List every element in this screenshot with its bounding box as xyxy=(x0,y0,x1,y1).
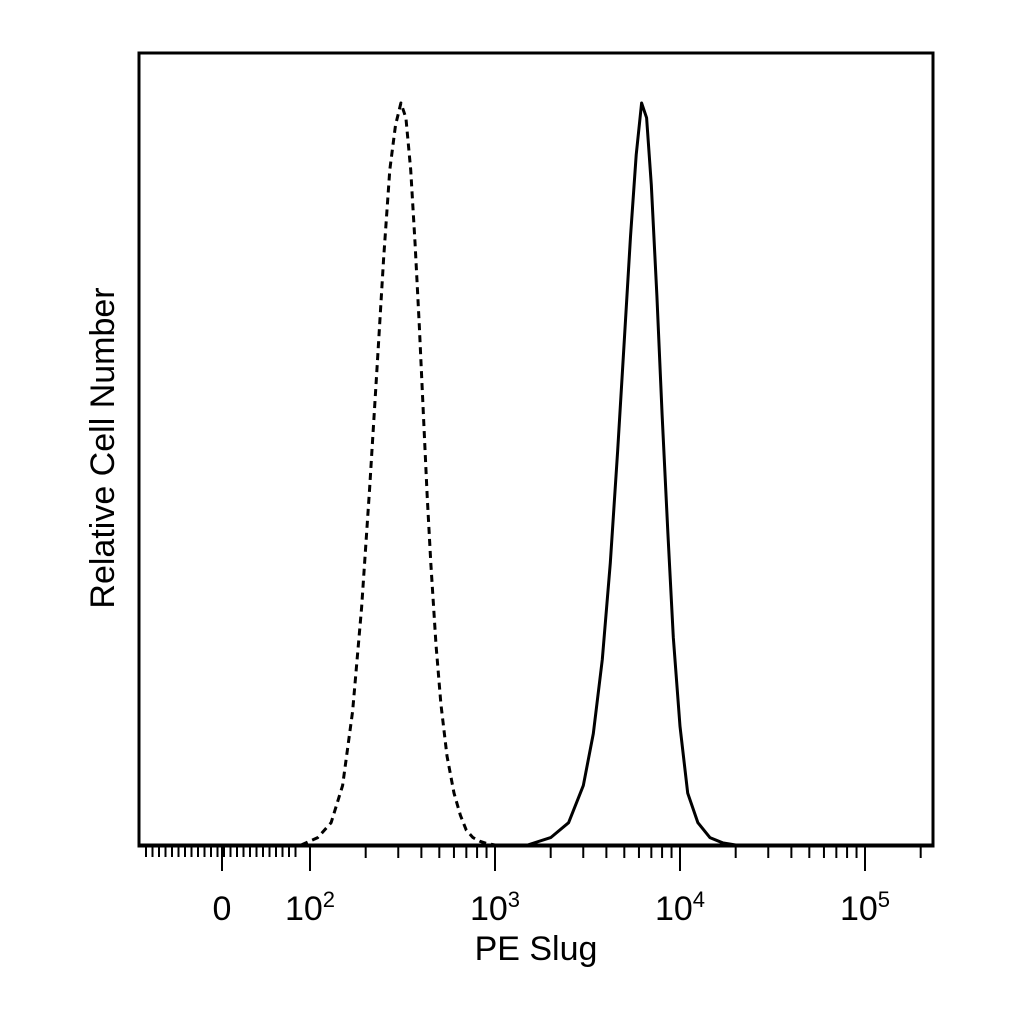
series-layer xyxy=(300,101,736,847)
x-tick-label: 105 xyxy=(840,887,890,928)
x-tick-label: 0 xyxy=(213,890,232,928)
x-axis-label: PE Slug xyxy=(475,930,598,968)
histogram-solid-series xyxy=(527,101,736,847)
x-tick-label: 104 xyxy=(655,887,705,928)
x-tick-labels: 0 102 103 104 105 xyxy=(213,887,891,928)
x-axis-ticks xyxy=(145,845,922,871)
y-axis-label: Relative Cell Number xyxy=(84,287,122,608)
plot-frame xyxy=(137,51,935,848)
x-tick-label: 103 xyxy=(470,887,520,928)
x-tick-label: 102 xyxy=(285,887,335,928)
histogram-dashed-series xyxy=(300,101,496,847)
